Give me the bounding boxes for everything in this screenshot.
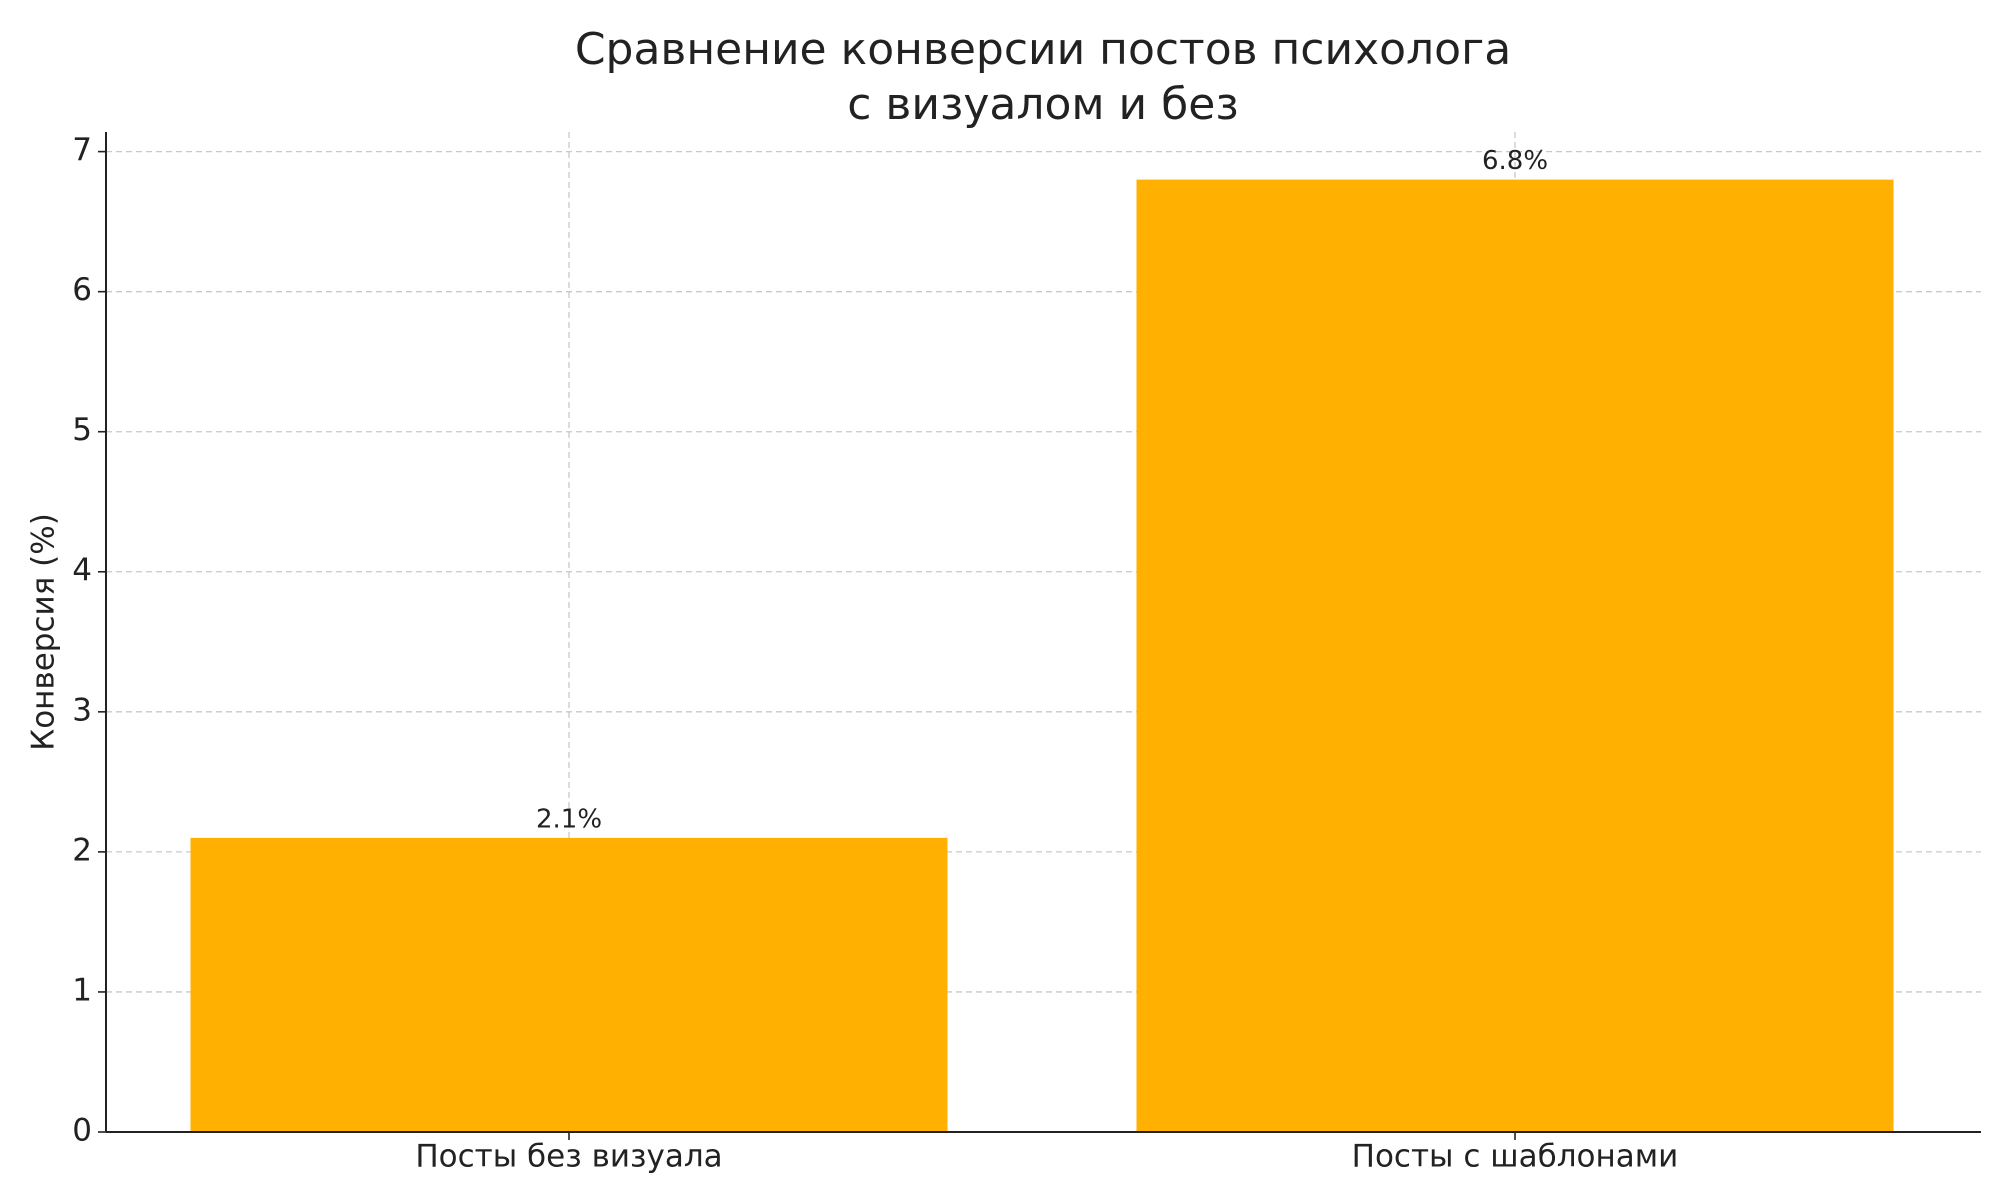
y-tick-label: 7 (72, 132, 92, 168)
bar (1136, 179, 1894, 1133)
y-tick-label: 0 (72, 1113, 92, 1149)
y-axis-label: Конверсия (%) (26, 513, 62, 751)
chart-title: Сравнение конверсии постов психолога с ви… (575, 24, 1511, 130)
value-label: 6.8% (1482, 146, 1548, 176)
y-tick-label: 2 (72, 832, 92, 868)
y-tick-label: 4 (72, 552, 92, 588)
value-label: 2.1% (536, 804, 602, 834)
y-tick-label: 1 (72, 972, 92, 1008)
y-tick-label: 6 (72, 272, 92, 308)
x-tick-label: Посты без визуала (415, 1139, 722, 1175)
y-tick-label: 3 (72, 692, 92, 728)
x-tick-label: Посты с шаблонами (1352, 1139, 1679, 1175)
y-tick-label: 5 (72, 412, 92, 448)
bar (190, 837, 948, 1132)
